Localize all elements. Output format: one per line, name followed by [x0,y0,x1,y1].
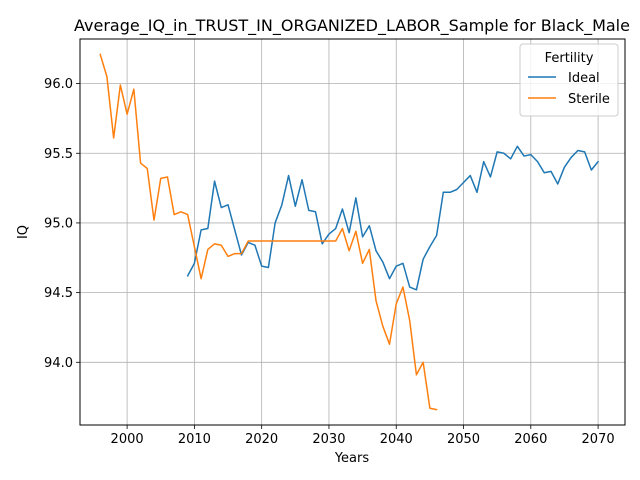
x-tick-label: 2030 [312,432,345,447]
x-tick-label: 2020 [245,432,278,447]
y-axis-label: IQ [16,225,31,239]
chart-title: Average_IQ_in_TRUST_IN_ORGANIZED_LABOR_S… [74,16,630,36]
y-tick-label: 96.0 [44,77,73,92]
legend-label-ideal: Ideal [568,71,600,86]
y-tick-label: 95.5 [44,147,73,162]
x-tick-label: 2040 [380,432,413,447]
x-tick-label: 2010 [178,432,211,447]
plot-frame [79,38,626,426]
axis-ticks: 2000 2010 2020 2030 2040 2050 2060 2070 94.0 94.5… [44,77,615,447]
x-tick-label: 2050 [447,432,480,447]
legend-title: Fertility [545,51,594,66]
legend: Fertility Ideal Sterile [519,43,619,117]
x-axis-label: Years [334,451,370,466]
y-tick-label: 94.5 [44,286,73,301]
series-line-ideal [186,145,599,291]
x-tick-label: 2060 [514,432,547,447]
x-tick-label: 2070 [582,432,615,447]
legend-label-sterile: Sterile [568,92,610,107]
series-line-sterile [99,53,438,411]
y-tick-label: 95.0 [44,216,73,231]
series-lines [99,53,599,411]
y-tick-label: 94.0 [44,356,73,371]
x-tick-label: 2000 [111,432,144,447]
